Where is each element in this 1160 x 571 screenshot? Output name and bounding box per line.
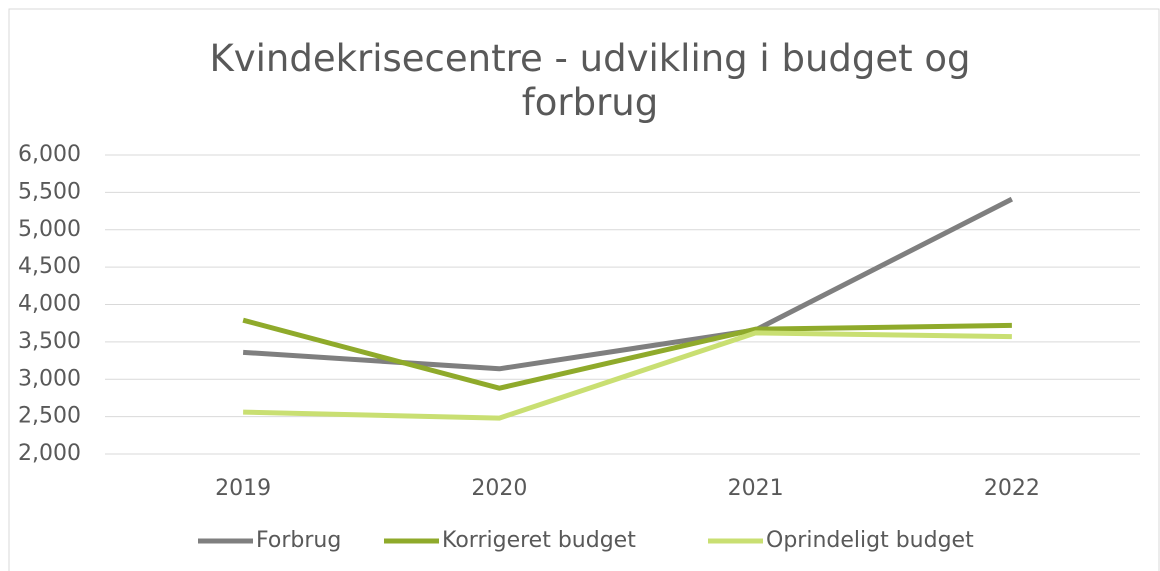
x-tick-label: 2021 [728,476,784,501]
y-tick-label: 3,500 [18,329,81,354]
legend-label: Forbrug [256,528,341,553]
y-tick-label: 2,500 [18,404,81,429]
chart-border [8,8,1160,571]
y-tick-label: 2,000 [18,441,81,466]
chart-title-text: Kvindekrisecentre - udvikling i budget o… [209,37,970,124]
y-tick-label: 5,000 [18,217,81,242]
y-tick-label: 5,500 [18,179,81,204]
legend-label: Oprindeligt budget [766,528,974,553]
x-tick-label: 2019 [215,476,271,501]
chart-title: Kvindekrisecentre - udvikling i budget o… [209,37,970,124]
legend-label: Korrigeret budget [442,528,636,553]
line-series [242,317,1012,391]
x-tick-label: 2022 [984,476,1040,501]
y-tick-label: 4,000 [18,292,81,317]
y-tick-label: 3,000 [18,366,81,391]
line-series [242,196,1014,372]
x-tick-label: 2020 [471,476,527,501]
line-series [243,330,1012,421]
y-tick-label: 6,000 [18,142,81,167]
y-tick-label: 4,500 [18,254,81,279]
